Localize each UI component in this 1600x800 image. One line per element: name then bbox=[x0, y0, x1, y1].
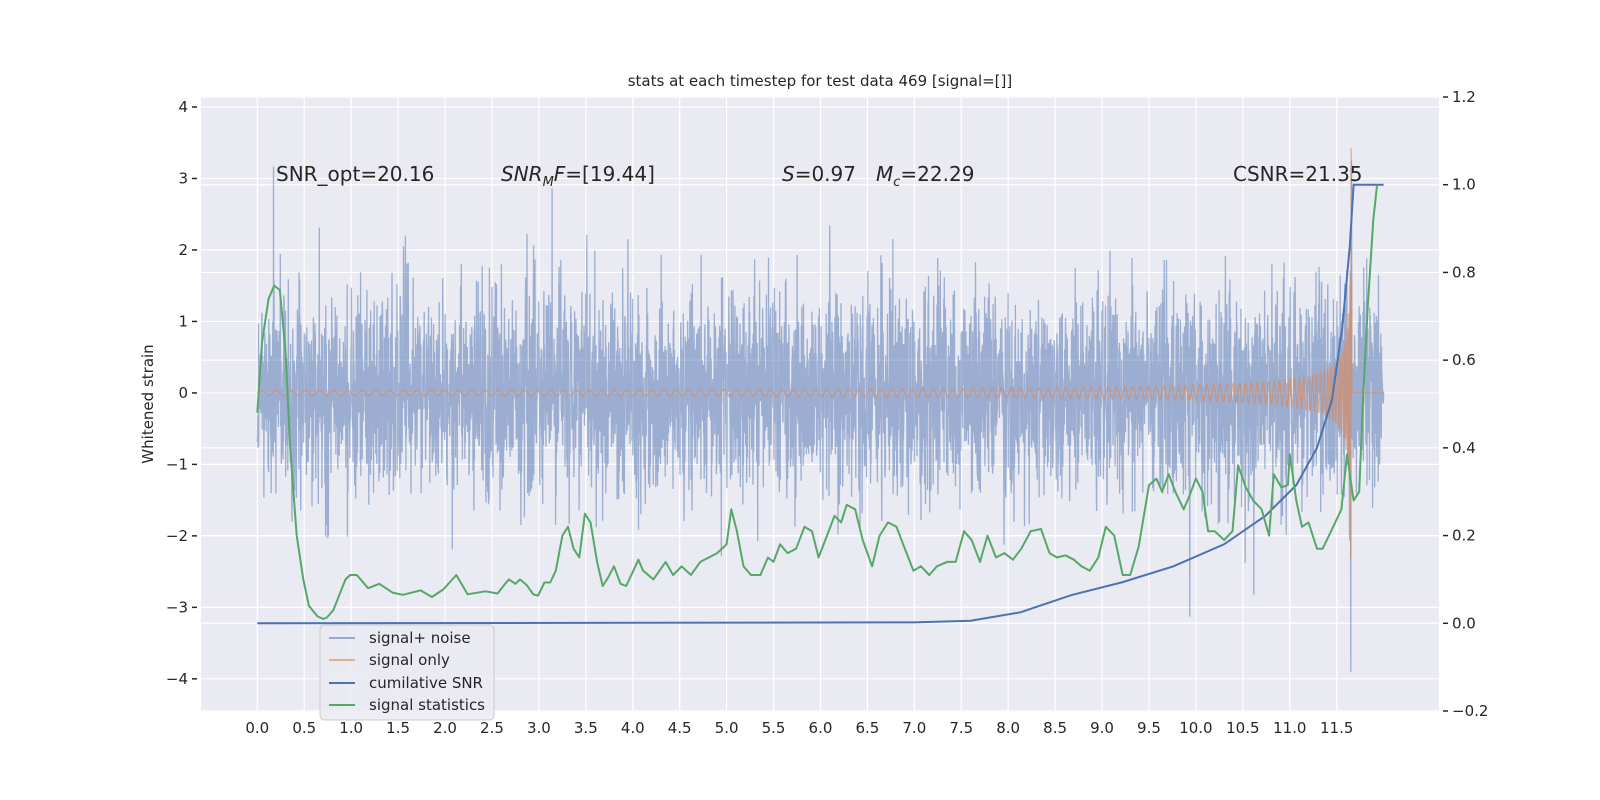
x-tick-label: 11.0 bbox=[1273, 719, 1306, 737]
annotation-snr-opt: SNR_opt=20.16 bbox=[276, 162, 434, 186]
y-axis-label: Whitened strain bbox=[139, 344, 157, 463]
y-tick-label-right: 1.0 bbox=[1452, 176, 1476, 194]
y-tick-label-left: −4 bbox=[166, 670, 188, 688]
y-tick-label-left: 2 bbox=[178, 241, 188, 259]
signal-statistics-line bbox=[256, 184, 1379, 620]
y-tick-label-left: 1 bbox=[178, 312, 188, 330]
y-tick-label-right: 0.2 bbox=[1452, 527, 1476, 545]
cumilative-snr-line bbox=[257, 183, 1384, 625]
x-tick-label: 10.5 bbox=[1226, 719, 1259, 737]
x-tick-label: 4.0 bbox=[621, 719, 645, 737]
y-tick-label-left: −1 bbox=[166, 455, 188, 473]
annotation-csnr: CSNR=21.35 bbox=[1233, 162, 1363, 186]
x-tick-label: 4.5 bbox=[668, 719, 692, 737]
y-tick-label-right: 0.0 bbox=[1452, 614, 1476, 632]
x-tick-label: 3.5 bbox=[574, 719, 598, 737]
x-tick-label: 1.0 bbox=[339, 719, 363, 737]
y-tick-label-right: 0.6 bbox=[1452, 351, 1476, 369]
legend-item-signal-only: signal only bbox=[329, 651, 450, 669]
y-tick-label-right: 0.8 bbox=[1452, 263, 1476, 281]
legend-label: signal only bbox=[369, 651, 450, 669]
y-tick-label-right: −0.2 bbox=[1452, 702, 1488, 720]
x-tick-label: 10.0 bbox=[1179, 719, 1212, 737]
chart-title: stats at each timestep for test data 469… bbox=[628, 72, 1013, 90]
legend: signal+ noise signal only cumilative SNR… bbox=[319, 624, 495, 721]
annotation-mc: Mc=22.29 bbox=[876, 162, 974, 190]
legend-label: signal statistics bbox=[369, 696, 485, 714]
annotation-snr-mf: SNRMF=[19.44] bbox=[501, 162, 655, 190]
axes: 0.0 0.5 1.0 1.5 2.0 2.5 3.0 3.5 4.0 4.5 5.0 5.5 6.0 6… bbox=[166, 88, 1489, 737]
y-tick-label-left: 3 bbox=[178, 169, 188, 187]
y-tick-label-left: 4 bbox=[178, 98, 188, 116]
x-tick-label: 6.0 bbox=[809, 719, 833, 737]
annotation-s: S=0.97 bbox=[782, 162, 856, 186]
annotations: SNR_opt=20.16 SNRMF=[19.44] S=0.97 Mc=22… bbox=[276, 162, 1363, 190]
legend-box bbox=[319, 624, 495, 721]
x-tick-label: 8.0 bbox=[996, 719, 1020, 737]
x-tick-label: 2.0 bbox=[433, 719, 457, 737]
legend-item-signal-noise: signal+ noise bbox=[329, 629, 471, 647]
series-layer bbox=[256, 148, 1385, 672]
x-tick-label: 8.5 bbox=[1043, 719, 1067, 737]
x-tick-label: 0.0 bbox=[245, 719, 269, 737]
x-tick-label: 7.5 bbox=[949, 719, 973, 737]
legend-item-cumilative-snr: cumilative SNR bbox=[329, 674, 483, 692]
legend-label: cumilative SNR bbox=[369, 674, 483, 692]
y-tick-label-right: 0.4 bbox=[1452, 439, 1476, 457]
x-tick-label: 1.5 bbox=[386, 719, 410, 737]
x-tick-label: 3.0 bbox=[527, 719, 551, 737]
y-tick-label-left: −3 bbox=[166, 598, 188, 616]
x-tick-label: 5.5 bbox=[762, 719, 786, 737]
y-tick-label-left: 0 bbox=[178, 384, 188, 402]
x-tick-label: 5.0 bbox=[715, 719, 739, 737]
x-tick-label: 9.0 bbox=[1090, 719, 1114, 737]
signal-noise-line bbox=[256, 160, 1385, 672]
x-tick-label: 2.5 bbox=[480, 719, 504, 737]
x-tick-label: 9.5 bbox=[1137, 719, 1161, 737]
x-tick-label: 6.5 bbox=[855, 719, 879, 737]
y-tick-label-left: −2 bbox=[166, 527, 188, 545]
y-tick-label-right: 1.2 bbox=[1452, 88, 1476, 106]
x-tick-label: 11.5 bbox=[1320, 719, 1353, 737]
legend-label: signal+ noise bbox=[369, 629, 471, 647]
signal-only-line bbox=[256, 148, 1384, 558]
x-tick-label: 7.0 bbox=[902, 719, 926, 737]
x-tick-label: 0.5 bbox=[292, 719, 316, 737]
legend-item-signal-statistics: signal statistics bbox=[329, 696, 485, 714]
